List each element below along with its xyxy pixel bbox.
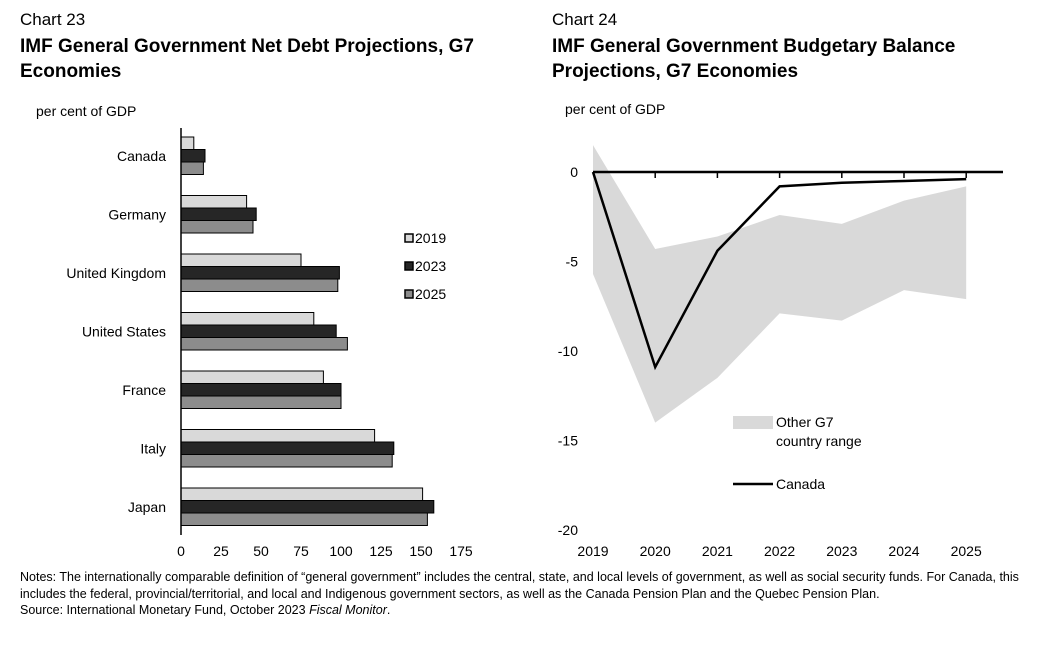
- chart-23-panel: Chart 23 IMF General Government Net Debt…: [0, 0, 530, 565]
- legend-label-2023: 2023: [415, 258, 446, 274]
- chart-23-unit: per cent of GDP: [36, 103, 137, 119]
- bar-france-2019: [180, 370, 324, 384]
- chart-24-unit: per cent of GDP: [565, 101, 666, 117]
- x-tick-label: 75: [293, 543, 309, 559]
- category-label: United Kingdom: [66, 265, 166, 281]
- y-tick-label: 0: [570, 164, 578, 180]
- category-label: Canada: [117, 148, 166, 164]
- x-tick-label: 2022: [764, 543, 795, 559]
- category-label: France: [122, 382, 166, 398]
- bar-japan-2019: [180, 487, 424, 501]
- bar-united-states-2019: [180, 312, 315, 326]
- category-label: Germany: [108, 206, 166, 222]
- bar-germany-2025: [180, 220, 254, 234]
- bar-germany-2023: [180, 207, 257, 221]
- chart-24-number: Chart 24: [552, 10, 618, 29]
- source-italic: Fiscal Monitor: [309, 603, 387, 617]
- y-tick-label: -10: [558, 343, 578, 359]
- x-tick-label: 2023: [826, 543, 857, 559]
- chart-24-panel: Chart 24 IMF General Government Budgetar…: [530, 0, 1055, 565]
- legend-swatch-2025: [404, 289, 414, 299]
- bar-united-kingdom-2025: [180, 278, 339, 292]
- x-tick-label: 0: [177, 543, 185, 559]
- notes-text: Notes: The internationally comparable de…: [20, 570, 1019, 601]
- source-prefix: Source: International Monetary Fund, Oct…: [20, 603, 310, 617]
- y-tick-label: -20: [558, 522, 578, 538]
- bar-canada-2023: [180, 149, 206, 163]
- chart-24-plot: 0 -5 -10 -15 -20 2019 2020 2021 2022 2023 2024 2025…: [558, 145, 1003, 559]
- category-label: Italy: [140, 440, 166, 456]
- legend-range-label-line2: country range: [776, 433, 862, 449]
- bar-germany-2019: [180, 195, 248, 209]
- x-tick-label: 125: [369, 543, 393, 559]
- legend-range-swatch: [733, 416, 773, 429]
- x-tick-label: 150: [409, 543, 433, 559]
- category-label: United States: [82, 323, 166, 339]
- x-tick-label: 50: [253, 543, 269, 559]
- legend-canada-label: Canada: [776, 476, 825, 492]
- x-tick-label: 2019: [577, 543, 608, 559]
- legend-swatch-2019: [404, 233, 414, 243]
- bar-united-states-2025: [180, 337, 348, 351]
- bar-united-states-2023: [180, 324, 337, 338]
- x-tick-label: 2024: [888, 543, 919, 559]
- bar-france-2025: [180, 395, 342, 409]
- chart-23-number: Chart 23: [20, 10, 86, 29]
- category-label: Japan: [128, 499, 166, 515]
- bar-japan-2025: [180, 512, 428, 526]
- bar-united-kingdom-2023: [180, 266, 340, 280]
- bar-italy-2025: [180, 454, 393, 468]
- chart-24-title: IMF General Government Budgetary Balance…: [552, 36, 956, 82]
- legend-swatch-2023: [404, 261, 414, 271]
- bar-italy-2023: [180, 441, 395, 455]
- y-tick-label: -15: [558, 433, 578, 449]
- x-tick-label: 2020: [640, 543, 671, 559]
- bar-canada-2025: [180, 161, 204, 175]
- legend-label-2025: 2025: [415, 286, 446, 302]
- x-tick-label: 175: [449, 543, 473, 559]
- bar-japan-2023: [180, 500, 435, 514]
- canada-line: [591, 171, 967, 371]
- x-tick-label: 2025: [951, 543, 982, 559]
- chart-23-title: IMF General Government Net Debt Projecti…: [20, 36, 474, 82]
- y-tick-label: -5: [566, 254, 579, 270]
- legend-range-label-line1: Other G7: [776, 414, 834, 430]
- chart-23-plot: Canada Germany United Kingdom United States…: [66, 128, 473, 559]
- source-suffix: .: [386, 603, 391, 617]
- x-tick-label: 25: [213, 543, 229, 559]
- chart-notes: Notes: The internationally comparable de…: [20, 569, 1045, 619]
- source-line: Source: International Monetary Fund, Oct…: [20, 602, 1045, 619]
- bar-canada-2019: [180, 136, 195, 150]
- bar-france-2023: [180, 383, 342, 397]
- bar-italy-2019: [180, 429, 376, 443]
- x-tick-label: 100: [329, 543, 353, 559]
- range-band-area: [593, 145, 967, 423]
- bar-united-kingdom-2019: [180, 253, 302, 267]
- legend-label-2019: 2019: [415, 230, 446, 246]
- x-tick-label: 2021: [702, 543, 733, 559]
